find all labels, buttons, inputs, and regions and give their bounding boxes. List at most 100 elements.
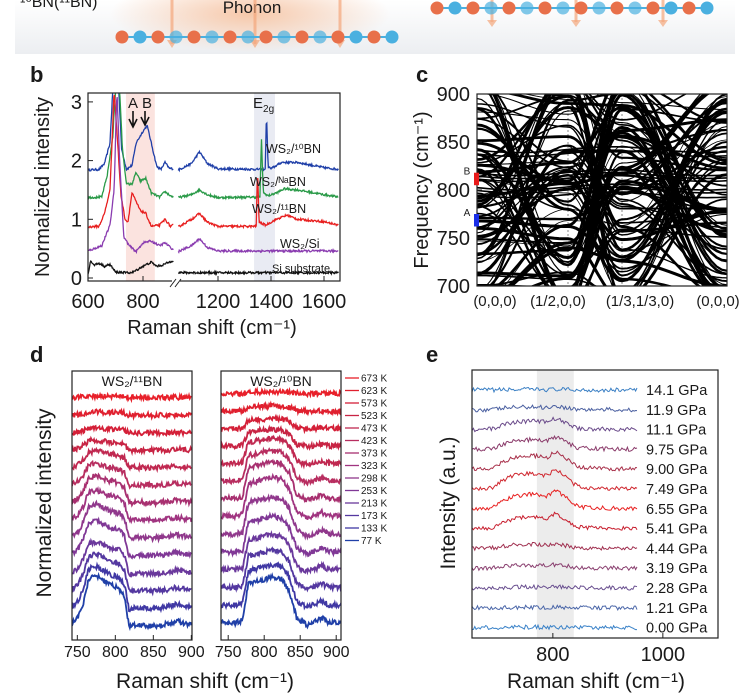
legend-label: 423 K — [361, 436, 387, 447]
series-line-11.9 GPa — [472, 404, 638, 413]
atom — [682, 1, 696, 15]
y-tick-label: 800 — [437, 180, 470, 202]
mode-marker-label: B — [464, 167, 471, 178]
series-label: Si substrate — [272, 263, 330, 275]
flat-phonon-band — [477, 146, 727, 154]
atom — [610, 1, 624, 15]
subplot-10bn-lines — [221, 386, 341, 630]
series-line-WS₂/¹¹BN — [177, 177, 339, 230]
material-label: ¹⁰BN(¹¹BN) — [20, 0, 98, 11]
pressure-label: 6.55 GPa — [646, 502, 708, 518]
x-tick-label: 600 — [71, 291, 104, 313]
series-line-253 K — [221, 511, 341, 558]
y-tick-label: 1 — [71, 209, 82, 231]
series-line-523 K — [72, 435, 192, 457]
series-label: WS₂/ᴺᵃBN — [250, 175, 306, 189]
series-line-6.55 GPa — [472, 489, 638, 512]
atom — [259, 30, 273, 44]
atom — [241, 30, 255, 44]
spectra-lines — [88, 93, 339, 277]
atom — [349, 30, 363, 44]
atom-chain-left — [115, 30, 399, 44]
series-line-573 K — [221, 413, 341, 435]
series-line-WS₂/¹⁰BN — [177, 121, 339, 173]
atom — [484, 1, 498, 15]
series-line-WS₂/ᴺᵃBN — [88, 93, 174, 200]
atom — [367, 30, 381, 44]
atom — [187, 30, 201, 44]
shaded-region — [125, 93, 155, 281]
atom — [448, 1, 462, 15]
atom — [277, 30, 291, 44]
phonon-band — [477, 94, 727, 260]
annotation-a: A — [128, 95, 138, 112]
x-tick-label: 800 — [102, 644, 129, 661]
y-axis-label: Intensity (a.u.) — [437, 436, 460, 569]
atom — [466, 1, 480, 15]
axis-ticks: 0 1 2 3 600 800 1200 1400 1600 — [71, 92, 346, 313]
series-line-253 K — [72, 516, 192, 560]
legend-label: 673 K — [361, 374, 387, 385]
legend-label: 323 K — [361, 461, 387, 472]
spectra-lines — [472, 386, 638, 631]
series-line-423 K — [221, 446, 341, 487]
series-labels: WS₂/¹⁰BN WS₂/ᴺᵃBN WS₂/¹¹BN WS₂/Si Si substra… — [250, 142, 330, 275]
axis-break-gap — [172, 276, 180, 286]
pressure-label: 14.1 GPa — [646, 383, 708, 399]
x-tick-label: 1600 — [302, 291, 347, 313]
legend-label: 373 K — [361, 449, 387, 460]
atom — [133, 30, 147, 44]
atom — [295, 30, 309, 44]
series-line-623 K — [221, 400, 341, 417]
series-line-9.00 GPa — [472, 450, 638, 472]
flat-phonon-band — [477, 149, 727, 158]
x-tick-label: 1200 — [196, 291, 241, 313]
mode-marker-B — [474, 172, 479, 186]
atom — [223, 30, 237, 44]
pressure-label: 0.00 GPa — [646, 621, 708, 637]
flat-phonon-band — [477, 186, 727, 194]
series-line-WS₂/Si — [88, 97, 174, 255]
series-line-1.21 GPa — [472, 604, 638, 612]
x-tick-label: 850 — [287, 644, 314, 661]
atom — [385, 30, 399, 44]
series-line-373 K — [72, 472, 192, 509]
panel-label-c: c — [416, 62, 428, 87]
series-line-4.44 GPa — [472, 542, 638, 552]
pressure-label: 2.28 GPa — [646, 581, 708, 597]
atom — [115, 30, 129, 44]
y-tick-label: 750 — [437, 228, 470, 250]
series-line-473 K — [72, 446, 192, 474]
series-line-623 K — [72, 407, 192, 422]
annotation-e2g: E2g — [253, 95, 274, 115]
e2g-sub: 2g — [263, 104, 274, 115]
pressure-label: 11.1 GPa — [646, 423, 707, 439]
series-line-213 K — [72, 537, 192, 579]
pressure-label: 4.44 GPa — [646, 541, 708, 557]
legend-label: 623 K — [361, 386, 387, 397]
legend-label: 77 K — [361, 536, 382, 547]
series-line-213 K — [221, 529, 341, 576]
axis-ticks: 800 1000 — [536, 633, 685, 666]
flat-phonon-band — [477, 174, 727, 183]
plot-frame-right — [220, 370, 342, 641]
series-line-0.00 GPa — [472, 623, 637, 631]
series-line-133 K — [221, 561, 341, 611]
series-line-423 K — [72, 459, 192, 490]
series-line-673 K — [221, 386, 341, 399]
phonon-band — [477, 94, 702, 181]
x-axis-label: Raman shift (cm⁻¹) — [116, 670, 294, 693]
x-tick-label: 750 — [64, 644, 91, 661]
y-axis-label: Frequency (cm⁻¹) — [411, 111, 433, 268]
phonon-band — [477, 94, 727, 229]
arrow-icon — [128, 111, 150, 129]
atom — [313, 30, 327, 44]
k-point-label: (1/2,0,0) — [530, 293, 586, 310]
k-point-label: (0,0,0) — [473, 293, 516, 310]
peak-annotations: A B E2g — [128, 95, 274, 129]
legend-label: 173 K — [361, 511, 387, 522]
arrow-head-icon — [250, 40, 260, 48]
x-tick-label: 800 — [251, 644, 278, 661]
mode-marker-label: A — [464, 208, 471, 219]
series-line-77 K — [72, 571, 192, 632]
